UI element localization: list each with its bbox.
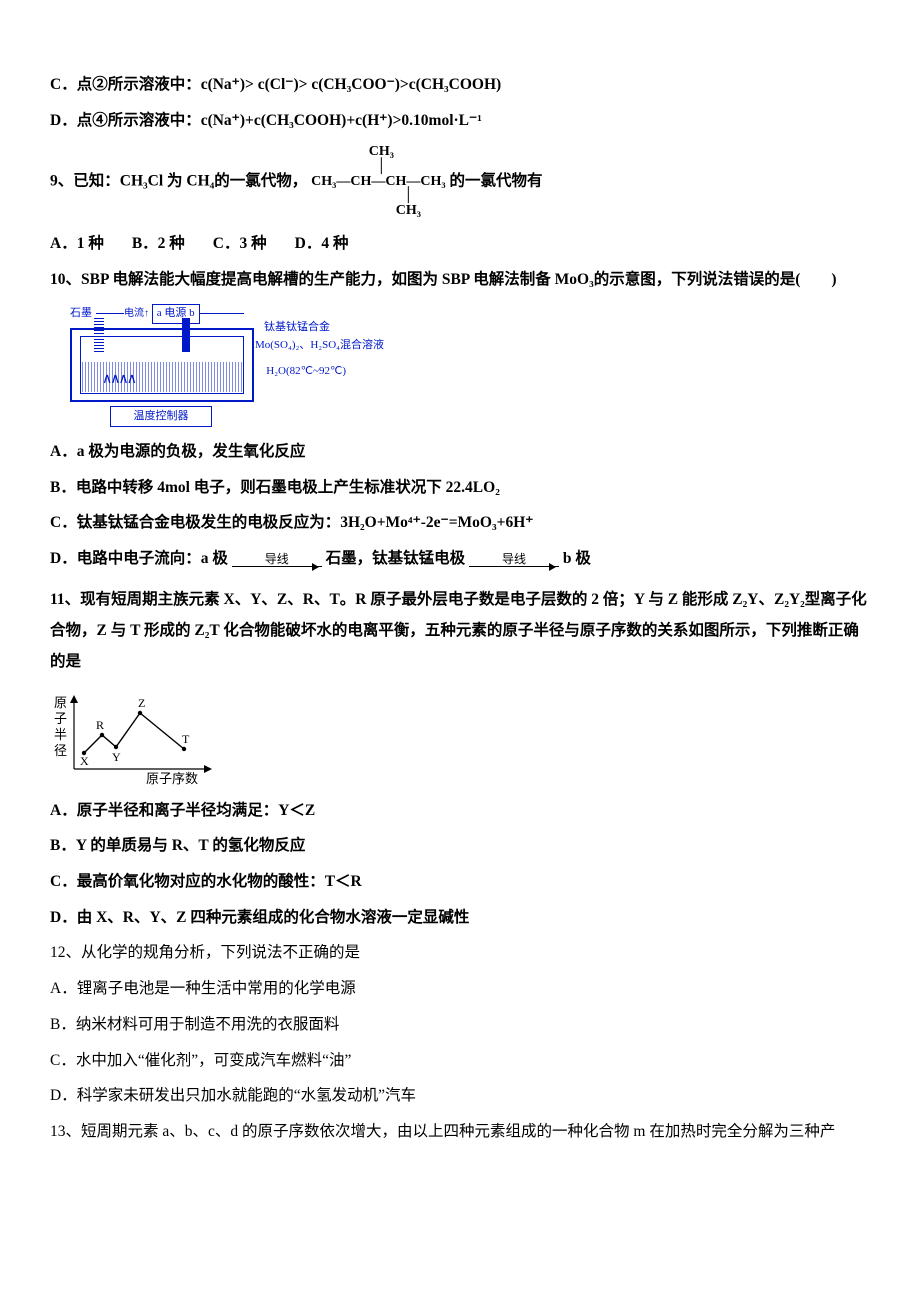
q10-diag-alloy-label: 钛基钛锰合金 — [264, 320, 330, 335]
q10-option-b: B．电路中转移 4mol 电子，则石墨电极上产生标准状况下 22.4LO₂ — [50, 477, 870, 499]
q10-diagram: 石墨 电流↑ a 电源 b ∧∧∧∧ 钛基钛锰合金 Mo(SO₄)₂、H₂SO₄… — [70, 304, 870, 427]
q10-diag-source-box: a 电源 b — [152, 304, 200, 323]
q11-option-c: C．最高价氧化物对应的水化物的酸性：T＜R — [50, 871, 870, 893]
svg-text:原子序数: 原子序数 — [146, 771, 198, 786]
q10-diag-solution-label: Mo(SO₄)₂、H₂SO₄混合溶液 — [255, 338, 384, 353]
q10-diag-current: 电流↑ — [124, 308, 149, 319]
svg-text:原: 原 — [54, 695, 67, 710]
q10-diag-tank: ∧∧∧∧ 钛基钛锰合金 Mo(SO₄)₂、H₂SO₄混合溶液 H₂O(82℃~9… — [70, 328, 254, 402]
q9-option-d: D．4 种 — [295, 233, 349, 255]
q13-stem: 13、短周期元素 a、b、c、d 的原子序数依次增大，由以上四种元素组成的一种化… — [50, 1121, 870, 1143]
wire-arrow-2: 导线 — [469, 551, 559, 568]
q10-diag-water-label: H₂O(82℃~92℃) — [266, 364, 346, 379]
q9-option-b: B．2 种 — [132, 233, 185, 255]
svg-text:Z: Z — [138, 696, 145, 710]
q10-diag-alloy-electrode — [182, 318, 190, 352]
q11-graph: X R Y Z T 原 子 半 径 原子序数 — [50, 691, 870, 786]
q8-option-c: C．点②所示溶液中：c(Na⁺)> c(Cl⁻)> c(CH₃COO⁻)>c(C… — [50, 74, 870, 96]
q10-option-c: C．钛基钛锰合金电极发生的电极反应为：3H₂O+Mo⁴⁺-2e⁻=MoO₃+6H… — [50, 512, 870, 534]
q9-option-a: A．1 种 — [50, 233, 104, 255]
svg-text:X: X — [80, 754, 89, 768]
q10-option-a: A．a 极为电源的负极，发生氧化反应 — [50, 441, 870, 463]
q10-option-d: D．电路中电子流向：a 极 导线 石墨，钛基钛锰电极 导线 b 极 — [50, 548, 870, 570]
q11-option-b: B．Y 的单质易与 R、T 的氢化物反应 — [50, 835, 870, 857]
q11-option-a: A．原子半径和离子半径均满足：Y＜Z — [50, 800, 870, 822]
svg-text:径: 径 — [54, 743, 67, 758]
q9-structural-formula: CH₃ │ CH₃—CH—CH—CH₃ │ CH₃ — [311, 145, 445, 218]
svg-text:子: 子 — [54, 711, 67, 726]
q12-option-c: C．水中加入“催化剂”，可变成汽车燃料“油” — [50, 1050, 870, 1072]
q9-stem: 9、已知：CH₃Cl 为 CH₄的一氯代物， CH₃ │ CH₃—CH—CH—C… — [50, 145, 870, 218]
q8-option-d: D．点④所示溶液中：c(Na⁺)+c(CH₃COOH)+c(H⁺)>0.10mo… — [50, 110, 870, 132]
q12-stem: 12、从化学的规角分析，下列说法不正确的是 — [50, 942, 870, 964]
q10-diag-heater-coil: ∧∧∧∧ — [102, 370, 135, 390]
svg-text:Y: Y — [112, 750, 121, 764]
q11-option-d: D．由 X、R、Y、Z 四种元素组成的化合物水溶液一定显碱性 — [50, 907, 870, 929]
svg-text:R: R — [96, 718, 104, 732]
q12-option-b: B．纳米材料可用于制造不用洗的衣服面料 — [50, 1014, 870, 1036]
q9-options: A．1 种 B．2 种 C．3 种 D．4 种 — [50, 233, 870, 255]
q9-option-c: C．3 种 — [213, 233, 267, 255]
q12-option-d: D．科学家未研发出只加水就能跑的“水氢发动机”汽车 — [50, 1085, 870, 1107]
q12-option-a: A．锂离子电池是一种生活中常用的化学电源 — [50, 978, 870, 1000]
q10-diag-graphite-electrode — [94, 318, 104, 352]
q10-diag-temp-controller: 温度控制器 — [110, 406, 212, 427]
svg-text:T: T — [182, 732, 190, 746]
q9-stem-post: 的一氯代物有 — [449, 173, 542, 190]
svg-text:半: 半 — [54, 727, 67, 742]
q11-stem: 11、现有短周期主族元素 X、Y、Z、R、T。R 原子最外层电子数是电子层数的 … — [50, 584, 870, 677]
q9-stem-pre: 9、已知：CH₃Cl 为 CH₄的一氯代物， — [50, 173, 307, 190]
q10-stem: 10、SBP 电解法能大幅度提高电解槽的生产能力，如图为 SBP 电解法制备 M… — [50, 269, 870, 291]
q10-diag-graphite-label: 石墨 — [70, 306, 92, 321]
wire-arrow-1: 导线 — [232, 551, 322, 568]
